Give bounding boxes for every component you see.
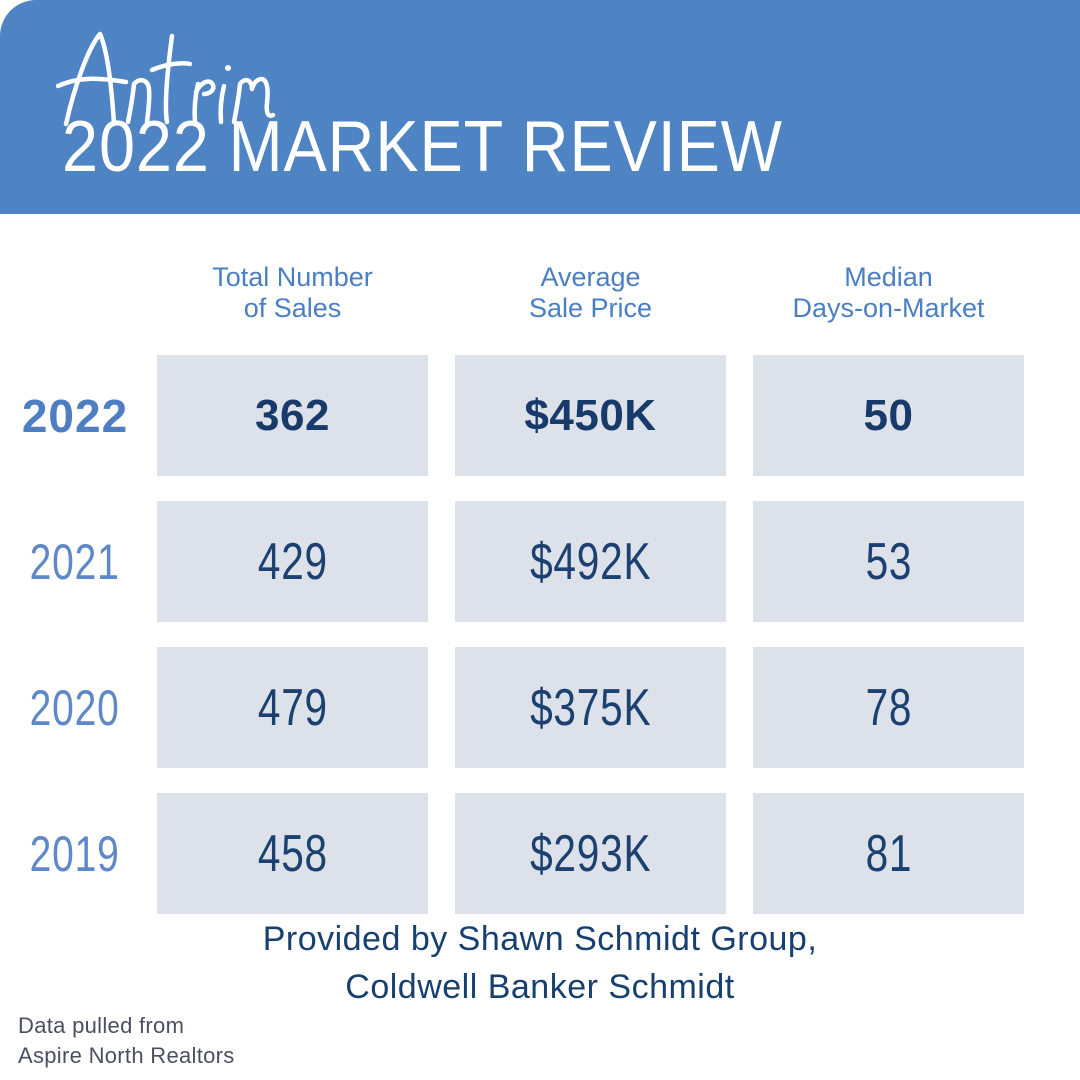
table-cell-2019-total-sales: 458 [157,793,428,914]
column-header-line: Days-on-Market [792,292,985,323]
cell-value: 429 [257,532,328,591]
table-cell-2022-avg-price: $450K [455,355,726,476]
column-header-line: Total Number [212,261,373,292]
cell-value: 479 [257,678,328,737]
year-2020-label: 2020 [30,679,120,736]
year-2021-label: 2021 [30,533,120,590]
table-cell-2020-total-sales: 479 [157,647,428,768]
cell-value: 53 [865,532,912,591]
table-cell-2020-median-dom: 78 [753,647,1024,768]
cell-value: $492K [529,532,652,591]
cell-value: 78 [865,678,912,737]
row-year-label: 2019 [20,793,130,914]
column-header-total-sales: Total Number of Sales [157,255,428,330]
table-cell-2019-avg-price: $293K [455,793,726,914]
cell-value: 362 [255,390,330,440]
row-year-label: 2020 [20,647,130,768]
data-source-line-2: Aspire North Realtors [18,1042,235,1068]
attribution: Provided by Shawn Schmidt Group, Coldwel… [0,916,1080,1011]
column-header-avg-price: Average Sale Price [455,255,726,330]
market-review-table: Total Number of Sales Average Sale Price… [20,255,1024,914]
row-year-label: 2021 [20,501,130,622]
year-2022-label: 2022 [21,389,129,442]
data-source-line-1: Data pulled from [18,1013,185,1038]
page-title: 2022 MARKET REVIEW [62,107,783,187]
data-source-note: Data pulled from Aspire North Realtors [18,1011,235,1070]
cell-value: $375K [529,678,652,737]
column-header-line: Average [540,261,641,292]
header-band: Antrim 2022 MARKET REVIEW [0,0,1080,214]
location-script-wordmark: Antrim [55,22,276,132]
cell-value: 458 [257,824,328,883]
year-2019-label: 2019 [30,825,120,882]
cell-value: 81 [865,824,912,883]
column-header-line: of Sales [243,292,342,323]
column-header-line: Median [844,261,933,292]
cell-value: $450K [524,390,657,440]
column-header-line: Sale Price [528,292,653,323]
cell-value: 50 [863,390,914,440]
attribution-line-2: Coldwell Banker Schmidt [345,967,735,1006]
attribution-line-1: Provided by Shawn Schmidt Group, [262,920,818,958]
column-header-median-dom: Median Days-on-Market [753,255,1024,330]
cell-value: $293K [529,824,652,883]
table-cell-2022-median-dom: 50 [753,355,1024,476]
table-cell-2021-avg-price: $492K [455,501,726,622]
table-cell-2021-median-dom: 53 [753,501,1024,622]
table-cell-2019-median-dom: 81 [753,793,1024,914]
table-cell-2022-total-sales: 362 [157,355,428,476]
column-header-spacer [20,255,130,330]
table-cell-2020-avg-price: $375K [455,647,726,768]
antrim-script-icon [55,31,276,127]
row-year-label: 2022 [20,355,130,476]
table-cell-2021-total-sales: 429 [157,501,428,622]
